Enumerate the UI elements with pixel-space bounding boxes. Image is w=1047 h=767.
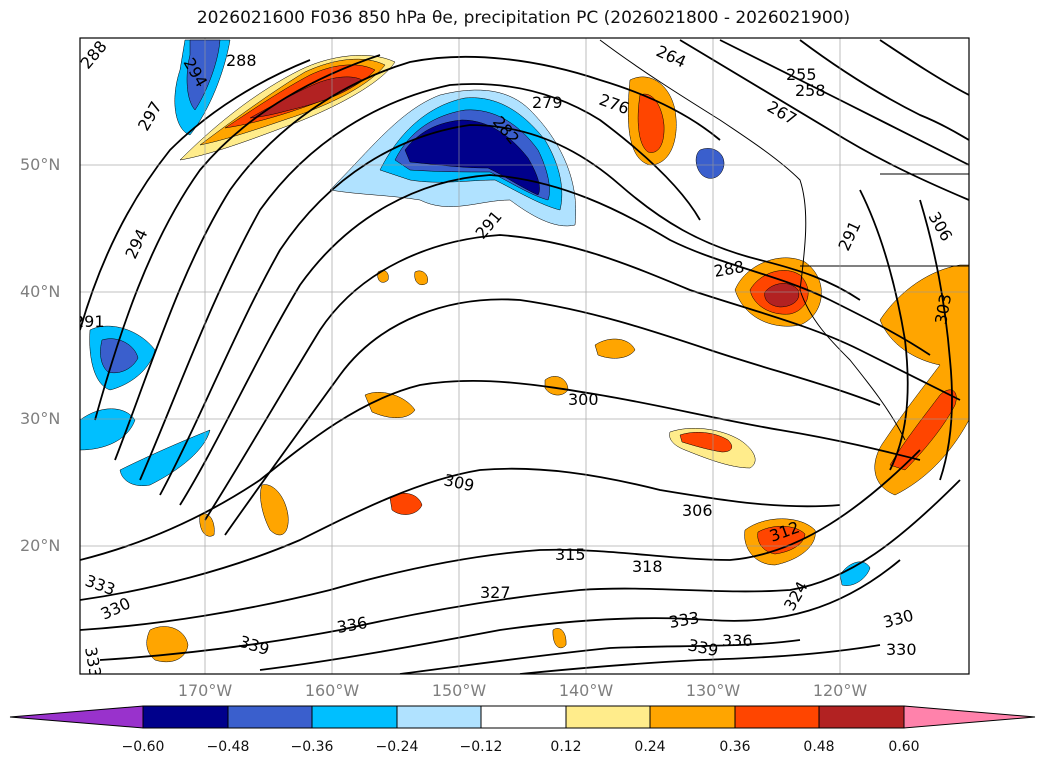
colorbar-tick: 0.12	[550, 739, 582, 755]
colorbar-tick: 0.60	[888, 739, 920, 755]
colorbar-segment	[734, 705, 820, 729]
colorbar	[9, 705, 1036, 729]
colorbar-tick: 0.36	[719, 739, 751, 755]
colorbar-segment	[480, 705, 567, 729]
contour-label: 333	[81, 645, 105, 678]
precip-negative-ne	[695, 148, 725, 179]
precip-positive-coast-core	[764, 283, 800, 308]
lon-label: 150°W	[431, 681, 487, 700]
colorbar-segment	[9, 705, 144, 729]
contour-label: 255	[786, 65, 817, 84]
precip-positive-east-core	[889, 389, 957, 471]
lat-label: 50°N	[20, 155, 61, 174]
lon-label: 140°W	[558, 681, 614, 700]
colorbar-segment	[396, 705, 482, 729]
contour-label: 279	[532, 93, 563, 112]
contour-label: 291	[74, 312, 105, 331]
gridlines	[80, 38, 969, 674]
colorbar-tick: 0.48	[803, 739, 835, 755]
contour-label: 318	[632, 557, 663, 576]
precip-negative-west-core	[100, 338, 139, 374]
map-plot-area: 288 288 297 294 294 291 264 255 258 267 …	[74, 38, 969, 678]
precip-negative-nw-core	[186, 39, 221, 111]
contour-label: 288	[226, 51, 257, 70]
lon-label: 130°W	[685, 681, 741, 700]
lat-label: 30°N	[20, 409, 61, 428]
precip-positive-small-2	[414, 270, 428, 286]
colorbar-segment	[649, 705, 736, 729]
colorbar-segment	[818, 705, 905, 729]
lat-label: 20°N	[20, 536, 61, 555]
colorbar-tick: −0.24	[375, 739, 419, 755]
colorbar-tick: −0.48	[206, 739, 250, 755]
colorbar-segment	[565, 705, 651, 729]
precip-shading	[80, 39, 969, 663]
colorbar-tick: 0.24	[634, 739, 666, 755]
contour-label: 327	[480, 583, 511, 602]
theta-e-contours	[80, 39, 969, 674]
contour-label: 330	[886, 640, 917, 659]
precip-positive-center-5-core	[679, 432, 733, 453]
colorbar-tick: −0.60	[121, 739, 165, 755]
lon-label: 160°W	[304, 681, 360, 700]
colorbar-segment	[903, 705, 1036, 729]
contour-label: 315	[555, 545, 586, 564]
map-title: 2026021600 F036 850 hPa θe, precipitatio…	[196, 8, 851, 28]
precip-positive-center-4	[594, 338, 636, 359]
precip-positive-sw2	[260, 484, 289, 536]
colorbar-tick: −0.36	[290, 739, 334, 755]
lat-label: 40°N	[20, 282, 61, 301]
coastline	[599, 39, 969, 441]
colorbar-segment	[311, 705, 398, 729]
precip-positive-small-4	[199, 513, 215, 537]
precip-positive-center-1	[364, 392, 416, 418]
precip-positive-small-3	[552, 628, 567, 649]
colorbar-segment	[227, 705, 313, 729]
contour-label: 300	[568, 390, 599, 409]
lon-label: 120°W	[812, 681, 868, 700]
contour-label: 336	[722, 631, 753, 650]
precip-negative-south-east	[839, 561, 871, 586]
contour-label: 306	[682, 501, 713, 520]
lon-label: 170°W	[177, 681, 233, 700]
precip-negative-sw-band	[119, 429, 211, 486]
contour-label: 258	[795, 81, 826, 100]
colorbar-tick: −0.12	[459, 739, 503, 755]
colorbar-segment	[142, 705, 229, 729]
map-frame	[79, 37, 970, 675]
